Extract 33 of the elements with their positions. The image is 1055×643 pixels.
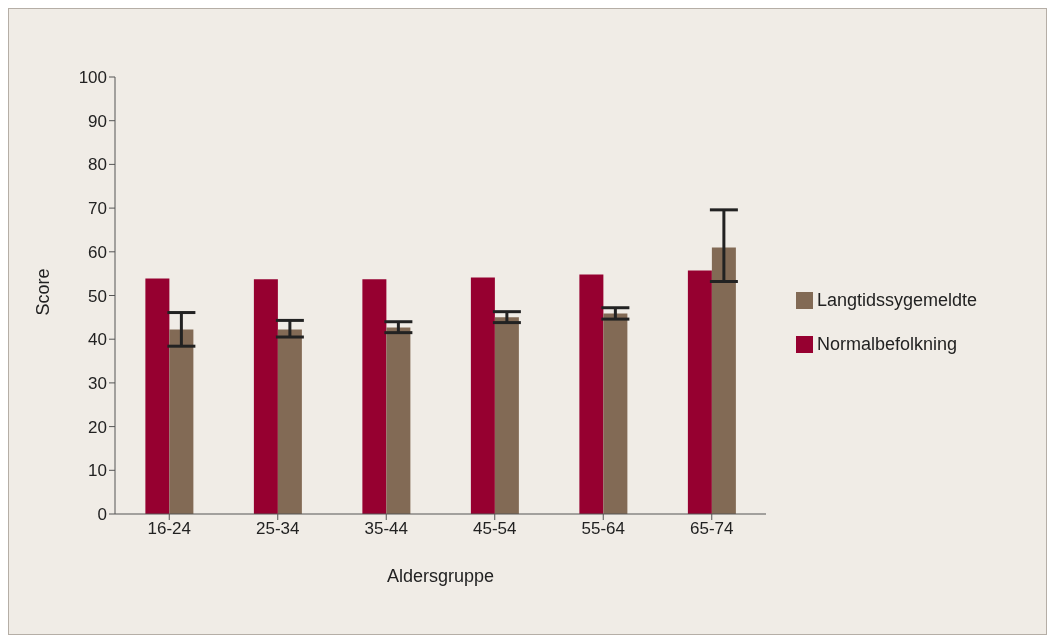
y-tick-label: 30 — [88, 373, 107, 393]
y-tick-label: 50 — [88, 286, 107, 306]
x-tick-label: 25-34 — [256, 519, 300, 539]
bar — [494, 317, 519, 514]
bar — [603, 313, 628, 514]
bar — [579, 274, 604, 514]
x-tick-label: 35-44 — [364, 519, 408, 539]
y-tick-label: 10 — [88, 461, 107, 481]
legend-label: Langtidssygemeldte — [817, 289, 978, 310]
x-axis-title: Aldersgruppe — [386, 566, 495, 586]
x-tick-label: 45-54 — [473, 519, 517, 539]
y-tick-label: 40 — [88, 330, 107, 350]
bar — [386, 327, 411, 514]
bar — [169, 329, 194, 514]
y-tick-label: 70 — [88, 199, 107, 219]
x-tick-label: 16-24 — [147, 519, 191, 539]
y-axis-title: Score — [33, 268, 54, 316]
x-tick-label: 65-74 — [690, 519, 734, 539]
y-tick-label: 100 — [78, 68, 107, 88]
bar — [253, 279, 278, 514]
bar — [277, 329, 302, 514]
y-tick-label: 60 — [88, 242, 107, 262]
y-tick-label: 0 — [97, 505, 107, 525]
bar — [362, 279, 387, 514]
y-tick-label: 90 — [88, 111, 107, 131]
bar — [145, 278, 170, 514]
bar — [687, 270, 712, 514]
legend-label: Normalbefolkning — [817, 333, 958, 354]
bar — [470, 277, 495, 514]
bar — [711, 247, 736, 514]
y-tick-label: 20 — [88, 417, 107, 437]
x-tick-label: 55-64 — [581, 519, 625, 539]
y-tick-label: 80 — [88, 155, 107, 175]
